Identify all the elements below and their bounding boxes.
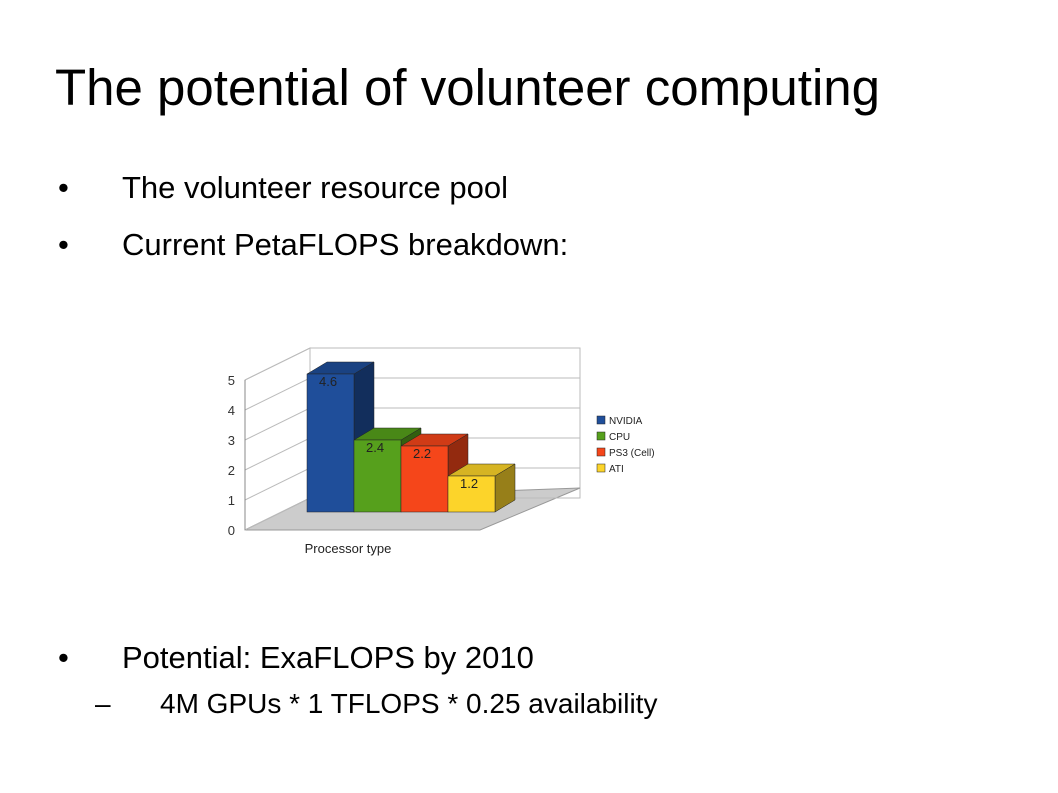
legend-swatch	[596, 415, 606, 425]
legend-label: NVIDIA	[609, 416, 643, 427]
legend-label: CPU	[609, 432, 630, 443]
legend-label: ATI	[609, 464, 624, 475]
y-tick-label: 5	[228, 373, 235, 388]
slide-title: The potential of volunteer computing	[55, 59, 881, 116]
value-label: 1.2	[460, 476, 478, 491]
y-tick-label: 3	[228, 433, 235, 448]
legend-swatch	[596, 447, 606, 457]
y-tick-label: 1	[228, 493, 235, 508]
bullet: The volunteer resource pool	[122, 170, 509, 205]
dash: –	[95, 688, 111, 719]
value-label: 2.2	[413, 446, 431, 461]
bullet: Potential: ExaFLOPS by 2010	[122, 640, 534, 675]
legend-label: PS3 (Cell)	[609, 448, 655, 459]
y-tick-label: 4	[228, 403, 235, 418]
value-label: 2.4	[366, 440, 384, 455]
legend-swatch	[596, 463, 606, 473]
bar	[306, 373, 355, 513]
y-tick-label: 0	[228, 523, 235, 538]
bullet: Current PetaFLOPS breakdown:	[122, 227, 569, 262]
value-label: 4.6	[319, 374, 337, 389]
bullet-dot: •	[58, 227, 69, 262]
bar	[447, 475, 496, 513]
y-tick-label: 2	[228, 463, 235, 478]
bar	[400, 445, 449, 513]
bullet-dot: •	[58, 640, 69, 675]
legend-swatch	[596, 431, 606, 441]
grid-line	[244, 347, 580, 381]
sub-bullet: 4M GPUs * 1 TFLOPS * 0.25 availability	[160, 688, 658, 719]
x-axis-label: Processor type	[305, 541, 392, 556]
bullet-dot: •	[58, 170, 69, 205]
